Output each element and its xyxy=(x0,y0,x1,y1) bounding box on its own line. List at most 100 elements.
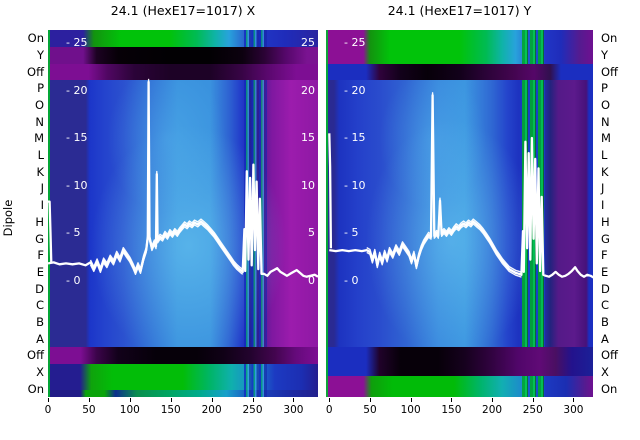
row-label-k: K xyxy=(601,164,609,179)
inner-tick-label-left: - 20 xyxy=(66,83,88,97)
row-label-l: L xyxy=(37,148,44,163)
row-label-c: C xyxy=(35,298,44,313)
vertical-stripe-cluster xyxy=(243,390,267,397)
x-tick-mark xyxy=(48,398,49,402)
trace-lines-y xyxy=(328,92,593,279)
heatmap-band-row-on-bottom xyxy=(48,390,318,397)
heatmap-band-row-off-top xyxy=(48,64,318,80)
x-tick-label: 0 xyxy=(44,404,52,416)
x-tick-label: 300 xyxy=(283,404,304,416)
row-label-y: Y xyxy=(601,48,609,63)
x-tick-label: 150 xyxy=(441,404,462,416)
heatmap-band-row-x-green xyxy=(48,364,318,390)
row-label-x: X xyxy=(36,364,44,379)
row-label-c: C xyxy=(601,298,610,313)
inner-tick-label-right: 0 xyxy=(308,273,315,287)
inner-tick-label-right: 25 xyxy=(301,36,315,49)
row-label-off: Off xyxy=(601,64,618,79)
x-tick-mark xyxy=(170,398,172,402)
trace-bundle-upper xyxy=(89,78,244,271)
x-tick-mark xyxy=(88,398,90,402)
left-panel-title: 24.1 (HexE17=1017) X xyxy=(110,3,256,18)
row-label-o: O xyxy=(601,98,611,113)
row-labels-right-column: On Y Off P O N M L K J I H G F E D C B A Off X On xyxy=(601,0,639,440)
row-label-p: P xyxy=(601,81,608,96)
x-tick-label: 200 xyxy=(482,404,503,416)
x-tick-mark xyxy=(329,398,331,402)
x-tick-label: 300 xyxy=(563,404,584,416)
vertical-stripe-cluster xyxy=(522,30,545,64)
x-tick-label: 50 xyxy=(82,404,96,416)
vertical-stripe-cluster xyxy=(243,30,267,47)
heatmap-gradient-overlay-1 xyxy=(48,80,318,347)
row-label-b: B xyxy=(601,314,609,329)
heatmap-panel-y: - 25 - 20 - 15 - 10 - 5 - 0 xyxy=(326,30,593,397)
row-label-off: Off xyxy=(601,348,618,363)
inner-tick-label-right: 5 xyxy=(308,226,315,239)
inner-tick-label-left: - 25 xyxy=(66,36,88,49)
row-label-a: A xyxy=(36,331,44,346)
panel-left-edge-line xyxy=(326,30,328,397)
heatmap-band-rows-on-y-green xyxy=(326,30,593,64)
row-label-l: L xyxy=(601,148,608,163)
x-tick-mark xyxy=(293,398,295,402)
trace-start-transient xyxy=(48,200,53,264)
row-label-off: Off xyxy=(27,64,44,79)
trace-bundle-upper xyxy=(366,92,522,273)
right-panel-title: 24.1 (HexE17=1017) Y xyxy=(387,3,532,18)
trace-lines-x xyxy=(48,78,318,278)
row-label-off: Off xyxy=(27,348,44,363)
heatmap-band-row-on-top xyxy=(48,30,318,47)
row-label-f: F xyxy=(37,248,44,263)
trace-main xyxy=(329,94,593,279)
row-label-j: J xyxy=(601,181,605,196)
vertical-stripe-cluster xyxy=(522,376,545,397)
row-label-n: N xyxy=(601,114,610,129)
inner-tick-label-left: - 10 xyxy=(66,178,88,192)
x-tick-label: 100 xyxy=(400,404,421,416)
x-tick-mark xyxy=(252,398,254,402)
heatmap-band-row-y-black xyxy=(48,47,318,64)
x-tick-mark xyxy=(573,398,575,402)
x-tick-mark xyxy=(369,398,371,402)
x-tick-mark xyxy=(129,398,131,402)
x-tick-mark xyxy=(410,398,412,402)
row-label-d: D xyxy=(601,281,610,296)
row-label-b: B xyxy=(36,314,44,329)
row-label-k: K xyxy=(36,164,44,179)
heatmap-band-row-off-bottom xyxy=(326,347,593,376)
row-label-e: E xyxy=(601,264,609,279)
heatmap-band-row-off-bottom xyxy=(48,347,318,364)
x-tick-label: 150 xyxy=(160,404,181,416)
heatmap-gradient-overlay-0 xyxy=(48,80,318,347)
heatmap-band-blue-field-P-to-A xyxy=(48,80,318,347)
heatmap-band-row-off-top xyxy=(326,64,593,80)
inner-tick-label-left: - 5 xyxy=(66,226,81,239)
inner-tick-label-left: - 5 xyxy=(344,226,359,239)
row-label-j: J xyxy=(40,181,44,196)
row-label-on: On xyxy=(601,31,618,46)
x-tick-mark xyxy=(211,398,213,402)
row-label-on: On xyxy=(27,31,44,46)
inner-tick-label-right: 15 xyxy=(301,131,315,144)
row-label-y: Y xyxy=(36,48,44,63)
inner-tick-label-left: - 0 xyxy=(66,273,81,287)
row-label-i: I xyxy=(601,198,605,213)
row-label-on: On xyxy=(27,381,44,396)
heatmap-band-rows-x-on-green xyxy=(326,376,593,397)
heatmap-band-blue-field-P-to-A xyxy=(326,80,593,347)
row-label-a: A xyxy=(601,331,609,346)
inner-tick-label-left: - 15 xyxy=(344,131,366,144)
inner-tick-label-right: 10 xyxy=(301,178,315,192)
x-tick-label: 250 xyxy=(242,404,263,416)
heatmap-panel-x: - 25 - 20 - 15 - 10 - 5 - 0 25 20 15 10 5 0 xyxy=(48,30,318,397)
row-label-x: X xyxy=(601,364,609,379)
inner-tick-label-left: - 25 xyxy=(344,36,366,49)
row-label-on: On xyxy=(601,381,618,396)
x-tick-mark xyxy=(532,398,534,402)
x-tick-mark xyxy=(451,398,453,402)
heatmap-gradient-overlay-1 xyxy=(326,80,593,347)
row-label-d: D xyxy=(35,281,44,296)
row-label-n: N xyxy=(35,114,44,129)
row-label-g: G xyxy=(601,231,610,246)
